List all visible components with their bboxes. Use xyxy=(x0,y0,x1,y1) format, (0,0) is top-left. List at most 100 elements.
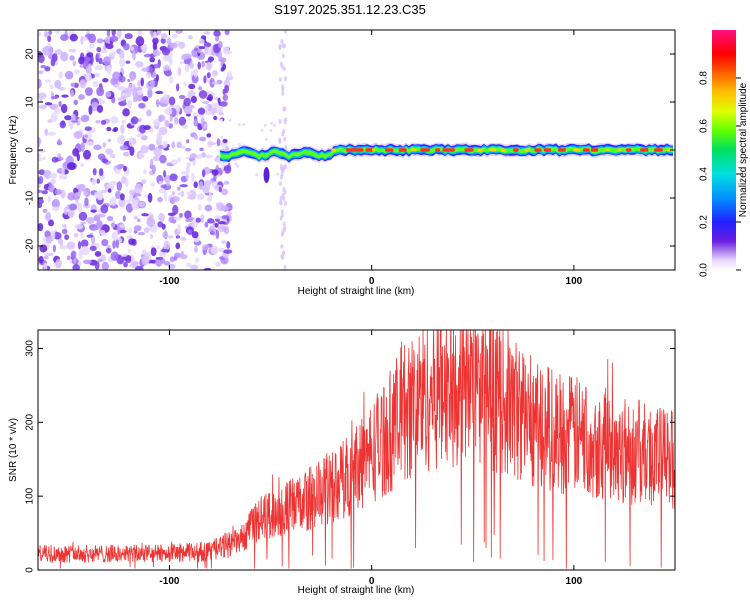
signal-warm-spot xyxy=(524,148,530,152)
noise-blob xyxy=(143,227,150,234)
snr-x-tick-label: 0 xyxy=(369,576,375,587)
noise-blob xyxy=(174,116,179,125)
snr-x-tick-label: -100 xyxy=(159,576,179,587)
noise-blob xyxy=(52,206,60,212)
noise-blob xyxy=(38,197,44,205)
noise-blob xyxy=(129,46,135,51)
noise-blob xyxy=(49,84,54,90)
noise-blob xyxy=(178,41,186,49)
signal-dropout-blob xyxy=(263,167,270,183)
noise-blob xyxy=(109,35,119,42)
noise-blob xyxy=(263,123,267,127)
noise-blob xyxy=(118,75,126,83)
noise-blob xyxy=(118,198,126,208)
figure-title: S197.2025.351.12.23.C35 xyxy=(274,2,426,17)
noise-blob xyxy=(279,195,283,201)
signal-warm-spot xyxy=(572,148,580,152)
noise-blob xyxy=(150,259,157,264)
signal-hot-spot xyxy=(365,148,375,152)
noise-blob xyxy=(184,63,189,73)
noise-blob xyxy=(206,196,212,202)
noise-blob xyxy=(162,140,168,148)
noise-blob xyxy=(78,211,88,221)
colorbar-tick-label: 0.4 xyxy=(699,167,710,181)
noise-blob xyxy=(176,30,181,33)
noise-blob xyxy=(220,143,224,147)
noise-blob xyxy=(283,189,287,195)
noise-blob xyxy=(219,106,224,115)
noise-blob xyxy=(122,215,126,222)
noise-blob xyxy=(96,38,104,44)
noise-blob xyxy=(86,216,95,224)
noise-blob xyxy=(260,128,264,132)
noise-blob xyxy=(44,102,53,106)
noise-blob xyxy=(155,256,164,260)
noise-blob xyxy=(86,234,94,238)
signal-hot-spot xyxy=(464,148,474,152)
spectrogram-y-ticks: -20 -10 0 10 20 xyxy=(25,48,675,253)
noise-blob xyxy=(152,63,161,69)
noise-blob xyxy=(160,33,168,40)
noise-blob xyxy=(80,239,89,248)
noise-blob xyxy=(161,47,171,56)
noise-blob xyxy=(282,221,286,227)
noise-blob xyxy=(140,43,148,52)
noise-blob xyxy=(134,183,143,194)
snr-y-tick-label: 0 xyxy=(25,567,36,573)
noise-blob xyxy=(105,43,114,50)
noise-blob xyxy=(219,118,223,122)
noise-blob xyxy=(129,193,134,202)
noise-blob xyxy=(38,169,46,176)
noise-blob xyxy=(213,30,221,37)
noise-blob xyxy=(78,56,85,65)
noise-blob xyxy=(110,77,119,86)
noise-blob xyxy=(203,42,212,48)
noise-blob xyxy=(195,217,202,223)
noise-blob xyxy=(276,172,280,176)
spectrogram-x-ticks: -100 0 100 xyxy=(159,30,583,287)
noise-blob xyxy=(152,37,159,45)
noise-blob xyxy=(206,72,211,79)
noise-blob xyxy=(92,80,99,88)
noise-blob xyxy=(160,37,166,44)
noise-blob xyxy=(63,206,68,215)
noise-blob xyxy=(119,49,125,60)
noise-blob xyxy=(280,38,284,44)
noise-blob xyxy=(207,141,217,146)
noise-blob xyxy=(136,133,145,138)
noise-blob xyxy=(111,30,116,37)
noise-blob xyxy=(152,50,161,57)
noise-blob xyxy=(91,177,97,186)
noise-blob xyxy=(220,162,227,167)
noise-blob xyxy=(218,40,223,49)
noise-blob xyxy=(160,248,170,253)
noise-blob xyxy=(118,86,124,91)
noise-blob xyxy=(92,168,97,176)
noise-blob xyxy=(220,205,229,211)
noise-blob xyxy=(278,119,282,125)
noise-blob xyxy=(40,64,47,69)
snr-y-tick-label: 200 xyxy=(25,414,36,431)
noise-blob xyxy=(141,255,150,266)
noise-blob xyxy=(146,217,156,228)
noise-blob xyxy=(115,239,120,249)
noise-blob xyxy=(129,263,139,269)
noise-blob xyxy=(128,138,134,147)
noise-blob xyxy=(156,244,160,250)
noise-blob xyxy=(255,173,259,177)
noise-blob xyxy=(135,36,145,47)
noise-blob xyxy=(198,46,207,50)
noise-blob xyxy=(88,43,95,49)
noise-blob xyxy=(189,264,199,270)
noise-blob xyxy=(159,154,167,164)
noise-blob xyxy=(75,184,85,190)
noise-blob xyxy=(143,125,151,130)
noise-blob xyxy=(168,76,174,84)
signal-hot-spot xyxy=(512,148,519,152)
noise-blob xyxy=(168,96,176,106)
noise-blob xyxy=(38,70,44,75)
noise-blob xyxy=(45,212,52,222)
noise-blob xyxy=(193,134,199,140)
noise-blob xyxy=(133,87,143,91)
noise-blob xyxy=(82,259,92,265)
